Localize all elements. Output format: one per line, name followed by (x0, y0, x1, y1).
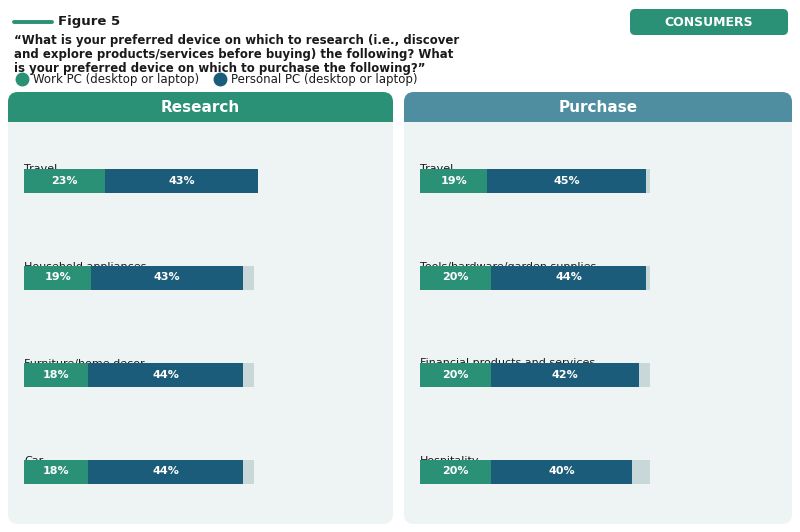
Bar (490, 460, 632, 484)
Text: 18%: 18% (42, 467, 69, 477)
Bar (24, 460, 254, 484)
Bar (404, 112, 792, 122)
Bar (24, 362, 88, 387)
Bar (420, 169, 650, 193)
Text: 20%: 20% (442, 370, 469, 379)
Bar (24, 265, 91, 289)
Text: 20%: 20% (442, 272, 469, 282)
Bar (106, 169, 258, 193)
Text: Figure 5: Figure 5 (58, 15, 120, 29)
FancyBboxPatch shape (404, 92, 792, 122)
Text: and explore products/services before buying) the following? What: and explore products/services before buy… (14, 48, 454, 61)
Text: 19%: 19% (44, 272, 71, 282)
FancyBboxPatch shape (630, 9, 788, 35)
Bar (24, 265, 254, 289)
Text: 43%: 43% (154, 272, 181, 282)
Bar (420, 362, 490, 387)
Text: 23%: 23% (51, 176, 78, 186)
Text: Travel: Travel (420, 164, 454, 174)
Text: 19%: 19% (440, 176, 467, 186)
Bar (420, 362, 650, 387)
Bar (8, 112, 393, 122)
Bar (24, 169, 106, 193)
Bar (420, 169, 487, 193)
Bar (490, 362, 639, 387)
Text: 44%: 44% (555, 272, 582, 282)
Text: Work PC (desktop or laptop): Work PC (desktop or laptop) (33, 72, 199, 86)
Bar (490, 265, 646, 289)
Bar (420, 460, 490, 484)
Text: Tools/hardware/garden supplies: Tools/hardware/garden supplies (420, 262, 596, 271)
Text: Research: Research (161, 99, 240, 114)
Bar (420, 265, 650, 289)
Text: Travel: Travel (24, 164, 58, 174)
Text: Hospitality: Hospitality (420, 455, 479, 466)
Bar (88, 362, 243, 387)
Text: Household appliances: Household appliances (24, 262, 146, 271)
Text: Personal PC (desktop or laptop): Personal PC (desktop or laptop) (231, 72, 418, 86)
FancyBboxPatch shape (404, 92, 792, 524)
Text: “What is your preferred device on which to research (i.e., discover: “What is your preferred device on which … (14, 34, 459, 47)
Bar (420, 265, 490, 289)
Text: 42%: 42% (552, 370, 578, 379)
Bar (420, 460, 650, 484)
Bar (24, 460, 88, 484)
Bar (88, 460, 243, 484)
Text: 45%: 45% (554, 176, 580, 186)
Text: 43%: 43% (168, 176, 194, 186)
Text: is your preferred device on which to purchase the following?”: is your preferred device on which to pur… (14, 62, 426, 75)
Text: 44%: 44% (152, 467, 179, 477)
Text: Car: Car (24, 455, 43, 466)
Text: Purchase: Purchase (558, 99, 638, 114)
Text: CONSUMERS: CONSUMERS (665, 15, 754, 29)
Text: 18%: 18% (42, 370, 69, 379)
Bar (487, 169, 646, 193)
Bar (24, 169, 254, 193)
Bar (24, 362, 254, 387)
Text: Furniture/home decor: Furniture/home decor (24, 359, 145, 369)
FancyBboxPatch shape (8, 92, 393, 524)
Text: 20%: 20% (442, 467, 469, 477)
Bar (91, 265, 243, 289)
Text: 40%: 40% (548, 467, 575, 477)
FancyBboxPatch shape (8, 92, 393, 122)
Text: Financial products and services: Financial products and services (420, 359, 595, 369)
Text: 44%: 44% (152, 370, 179, 379)
